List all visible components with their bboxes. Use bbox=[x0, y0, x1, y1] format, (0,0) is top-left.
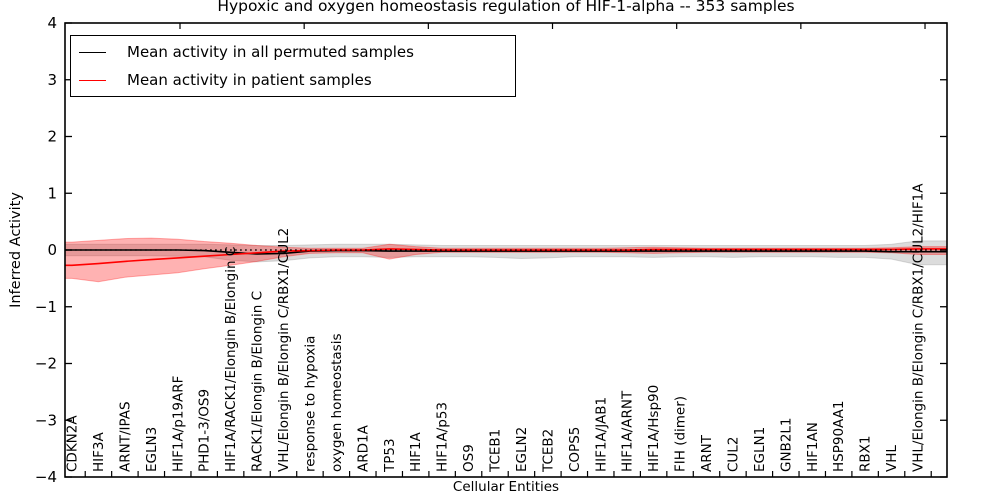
y-tick-label: 2 bbox=[47, 128, 57, 146]
x-category-label: COPS5 bbox=[567, 427, 583, 472]
x-category-label: FIH (dimer) bbox=[673, 396, 689, 472]
x-category-label: HIF1A/p53 bbox=[435, 402, 451, 472]
legend-item-patient: Mean activity in patient samples bbox=[71, 66, 515, 94]
legend-line-swatch-black bbox=[79, 51, 106, 53]
x-axis-title: Cellular Entities bbox=[452, 479, 560, 495]
x-category-label: HIF1AN bbox=[805, 422, 821, 472]
x-category-label: GNB2L1 bbox=[778, 417, 794, 472]
x-category-label: HIF1A/JAB1 bbox=[593, 397, 609, 472]
chart-title: Hypoxic and oxygen homeostasis regulatio… bbox=[217, 0, 795, 15]
x-category-label: HSP90AA1 bbox=[831, 401, 847, 472]
x-category-label: TCEB1 bbox=[488, 429, 504, 473]
x-category-label: CUL2 bbox=[725, 437, 741, 472]
x-category-label: HIF1A/Hsp90 bbox=[646, 385, 662, 472]
band-patient bbox=[65, 237, 947, 283]
x-category-label: HIF1A/ARNT bbox=[620, 390, 636, 472]
x-category-label: VHL/Elongin B/Elongin C/RBX1/CUL2 bbox=[276, 228, 292, 472]
y-tick-label: −2 bbox=[35, 355, 57, 373]
x-category-label: EGLN1 bbox=[752, 427, 768, 472]
x-category-label: OS9 bbox=[461, 444, 477, 472]
x-category-label: ARNT/IPAS bbox=[117, 401, 133, 472]
y-tick-label: −1 bbox=[35, 298, 57, 316]
x-category-label: EGLN2 bbox=[514, 427, 530, 472]
x-category-label: TP53 bbox=[382, 438, 398, 473]
legend-label-patient: Mean activity in patient samples bbox=[127, 71, 372, 89]
y-tick-label: −4 bbox=[35, 468, 57, 486]
x-category-label: RACK1/Elongin B/Elongin C bbox=[250, 291, 266, 472]
x-category-label: oxygen homeostasis bbox=[329, 334, 345, 473]
legend-line-swatch-red bbox=[79, 79, 106, 81]
legend: Mean activity in all permuted samples Me… bbox=[70, 35, 516, 97]
x-category-label: EGLN3 bbox=[144, 427, 160, 472]
y-tick-label: 0 bbox=[47, 241, 57, 259]
legend-item-permuted: Mean activity in all permuted samples bbox=[71, 38, 515, 66]
x-category-label: ARD1A bbox=[355, 424, 371, 472]
y-tick-label: −3 bbox=[35, 411, 57, 429]
x-category-label: HIF1A/p19ARF bbox=[170, 376, 186, 472]
x-category-label: CDKN2A bbox=[65, 415, 81, 472]
y-tick-label: 4 bbox=[47, 14, 57, 32]
y-tick-label: 3 bbox=[47, 71, 57, 89]
x-category-label: ARNT bbox=[699, 434, 715, 472]
y-tick-label: 1 bbox=[47, 184, 57, 202]
x-category-label: HIF3A bbox=[91, 432, 107, 472]
band-permuted bbox=[65, 240, 947, 266]
x-category-label: HIF1A/RACK1/Elongin B/Elongin C bbox=[223, 247, 239, 472]
x-category-label: VHL/Elongin B/Elongin C/RBX1/CUL2/HIF1A bbox=[911, 183, 927, 472]
x-category-label: HIF1A bbox=[408, 432, 424, 472]
x-category-label: TCEB2 bbox=[540, 429, 556, 473]
legend-label-permuted: Mean activity in all permuted samples bbox=[127, 43, 414, 61]
x-category-label: PHD1-3/OS9 bbox=[197, 389, 213, 472]
x-category-label: response to hypoxia bbox=[302, 336, 318, 472]
x-category-label: RBX1 bbox=[858, 436, 874, 472]
x-category-label: VHL bbox=[884, 445, 900, 472]
